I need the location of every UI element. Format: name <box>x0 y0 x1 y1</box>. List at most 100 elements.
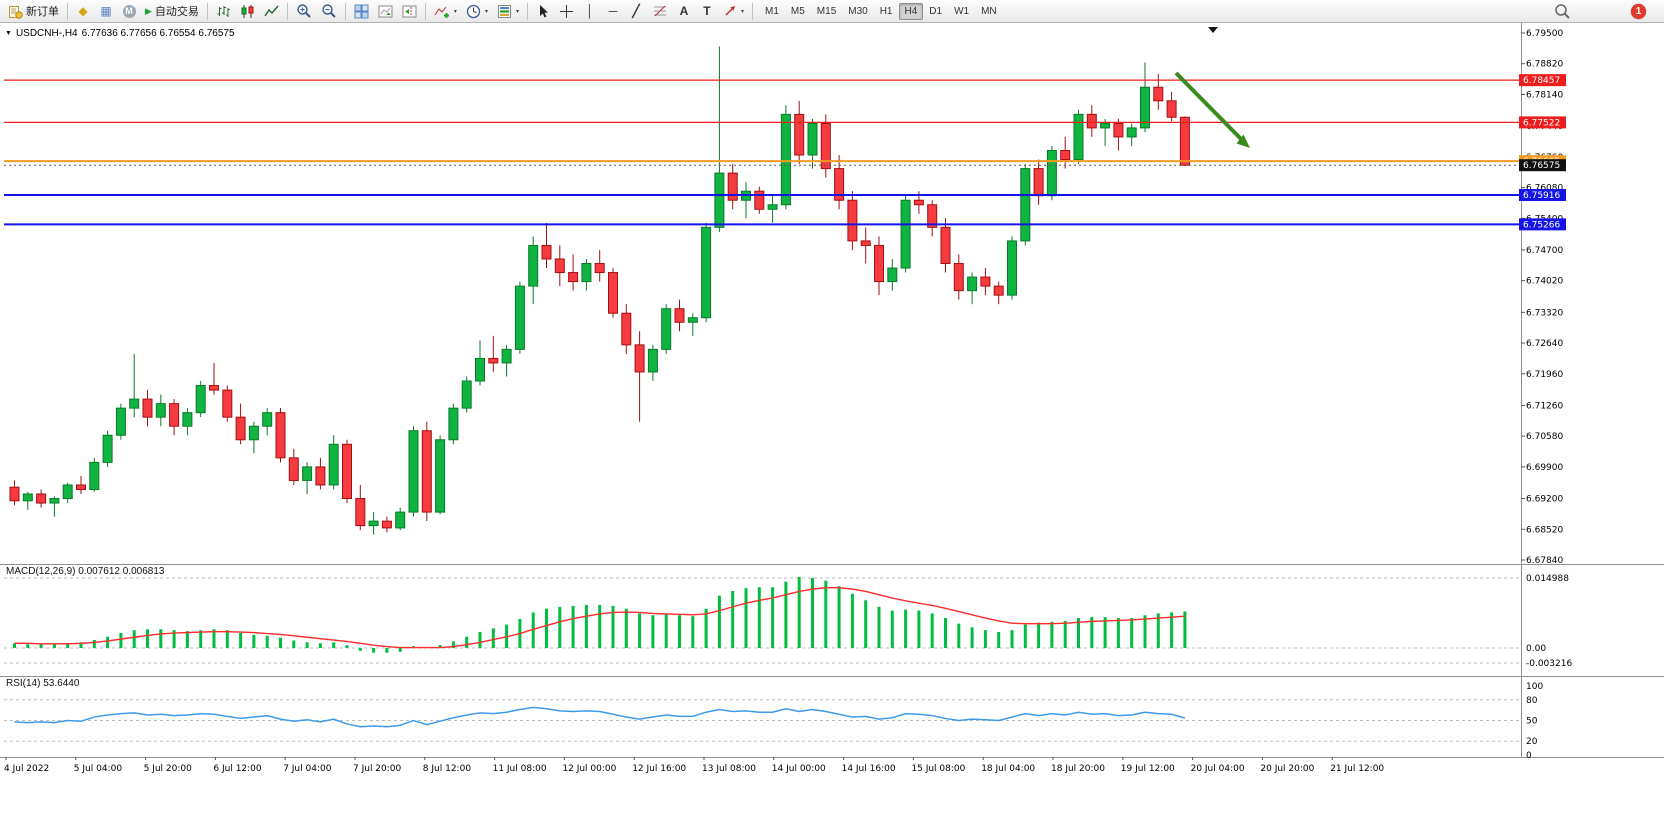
line-chart-button[interactable] <box>260 1 283 21</box>
candle <box>714 172 725 228</box>
svg-text:0.014988: 0.014988 <box>1526 574 1569 584</box>
candle <box>102 434 113 463</box>
candle <box>461 380 472 409</box>
level-lines-layer[interactable] <box>4 79 1521 226</box>
price-badges: 6.784576.775226.766656.759166.752666.765… <box>1519 74 1566 231</box>
candle <box>780 113 791 206</box>
cursor-icon <box>539 4 548 17</box>
candle <box>155 403 166 418</box>
timeframe-button-m30[interactable]: M30 <box>842 3 873 20</box>
autoscroll-button[interactable] <box>374 1 397 21</box>
autoscroll-icon <box>378 5 393 17</box>
candle <box>1166 100 1177 118</box>
candle <box>235 416 246 441</box>
fibonacci-button[interactable] <box>648 1 672 21</box>
candle <box>275 412 286 459</box>
chevron-down-icon: ▾ <box>453 8 457 15</box>
svg-text:6.69900: 6.69900 <box>1526 463 1563 473</box>
autotrading-label: 自动交易 <box>154 6 199 18</box>
candle <box>608 272 618 314</box>
cursor-button[interactable] <box>532 1 554 21</box>
chart-shift-button[interactable] <box>398 1 421 21</box>
templates-button[interactable]: ▾ <box>493 1 523 21</box>
candle <box>1100 122 1111 129</box>
rsi-label: RSI(14) 53.6440 <box>6 678 80 689</box>
svg-text:0: 0 <box>1526 751 1532 761</box>
timeframe-button-mn[interactable]: MN <box>975 3 1003 20</box>
metaeditor-button[interactable]: ◆ <box>72 1 94 21</box>
panel-frame <box>0 23 1664 758</box>
zoom-out-button[interactable] <box>317 1 341 21</box>
periods-button[interactable]: ▾ <box>462 1 492 21</box>
toolbar-separator <box>424 2 426 20</box>
terminal-button[interactable]: ▦ <box>95 1 117 21</box>
svg-text:6.76575: 6.76575 <box>1523 161 1560 171</box>
timeframe-button-h4[interactable]: H4 <box>898 2 924 20</box>
timeframe-button-m5[interactable]: M5 <box>785 3 811 20</box>
candle <box>581 263 592 283</box>
svg-text:13 Jul 08:00: 13 Jul 08:00 <box>702 764 756 774</box>
toolbar-separator <box>344 2 346 20</box>
main-toolbar: 新订单 ◆ ▦ M ▶ 自动交易 <box>0 0 1664 23</box>
tile-windows-button[interactable] <box>350 1 373 21</box>
new-order-label: 新订单 <box>26 6 59 18</box>
timeframe-button-m15[interactable]: M15 <box>811 3 842 20</box>
candle <box>222 389 233 418</box>
metaquotes-button[interactable]: M <box>118 1 140 21</box>
svg-text:6.78820: 6.78820 <box>1526 60 1563 70</box>
text-tool-button[interactable]: A <box>673 1 695 21</box>
candle <box>1113 122 1124 138</box>
price-axis[interactable]: 6.795006.788206.781406.774406.767606.760… <box>1521 29 1563 566</box>
timeframe-button-w1[interactable]: W1 <box>948 3 975 20</box>
indicators-button[interactable]: ▾ <box>430 1 461 21</box>
svg-text:6.74020: 6.74020 <box>1526 277 1563 287</box>
candle <box>421 430 432 513</box>
chart-canvas[interactable]: 0.014988 0.00 -0.003216 100 80 50 20 0 6.79500 6.… <box>0 23 1664 833</box>
level-price-badge <box>1519 188 1566 201</box>
label-tool-button[interactable]: T <box>696 1 718 21</box>
candle <box>142 398 153 418</box>
bar-chart-button[interactable] <box>212 1 235 21</box>
line-chart-icon <box>264 5 279 16</box>
candle <box>874 244 884 283</box>
candlestick-chart-button[interactable] <box>236 1 259 21</box>
new-order-button[interactable]: 新订单 <box>4 1 63 21</box>
candle <box>195 385 206 414</box>
autotrading-button[interactable]: ▶ 自动交易 <box>141 1 203 21</box>
candle <box>661 308 672 350</box>
notification-badge[interactable]: 1 <box>1631 3 1646 19</box>
timeframe-button-d1[interactable]: D1 <box>923 3 948 20</box>
search-button[interactable] <box>1550 1 1575 21</box>
time-axis[interactable]: 4 Jul 2022 5 Jul 04:00 5 Jul 20:00 6 Jul 12… <box>4 757 1384 774</box>
trend-arrow[interactable] <box>1174 71 1250 148</box>
svg-text:7 Jul 04:00: 7 Jul 04:00 <box>283 764 332 774</box>
ohlc-readout: 6.77636 6.77656 6.76554 6.76575 <box>81 28 235 39</box>
candle <box>1153 86 1164 102</box>
bar-chart-icon <box>217 5 230 17</box>
svg-text:7 Jul 20:00: 7 Jul 20:00 <box>353 764 402 774</box>
timeframe-button-h1[interactable]: H1 <box>874 3 899 20</box>
zoom-in-button[interactable] <box>292 1 316 21</box>
timeframe-button-m1[interactable]: M1 <box>759 3 785 20</box>
toolbar-separator <box>206 2 208 20</box>
arrows-tool-button[interactable]: ▾ <box>719 1 748 21</box>
svg-text:6.67840: 6.67840 <box>1526 556 1563 566</box>
fibonacci-icon <box>653 5 666 17</box>
crosshair-button[interactable] <box>555 1 578 21</box>
svg-text:20: 20 <box>1526 737 1538 747</box>
metaeditor-icon: ◆ <box>78 4 88 18</box>
candle <box>488 357 499 364</box>
chevron-down-icon[interactable]: ▼ <box>5 30 12 37</box>
candle <box>288 457 299 481</box>
svg-text:100: 100 <box>1526 682 1543 692</box>
svg-text:14 Jul 00:00: 14 Jul 00:00 <box>772 764 826 774</box>
vertical-line-button[interactable]: │ <box>579 1 601 21</box>
scroll-position-marker-icon[interactable] <box>1208 27 1218 33</box>
candle <box>368 520 379 527</box>
trendline-button[interactable]: ╱ <box>625 1 647 21</box>
svg-text:21 Jul 12:00: 21 Jul 12:00 <box>1330 764 1384 774</box>
svg-text:8 Jul 12:00: 8 Jul 12:00 <box>423 764 472 774</box>
candle <box>993 285 1004 296</box>
horizontal-line-button[interactable]: ─ <box>602 1 624 21</box>
svg-text:6.79500: 6.79500 <box>1526 29 1563 39</box>
